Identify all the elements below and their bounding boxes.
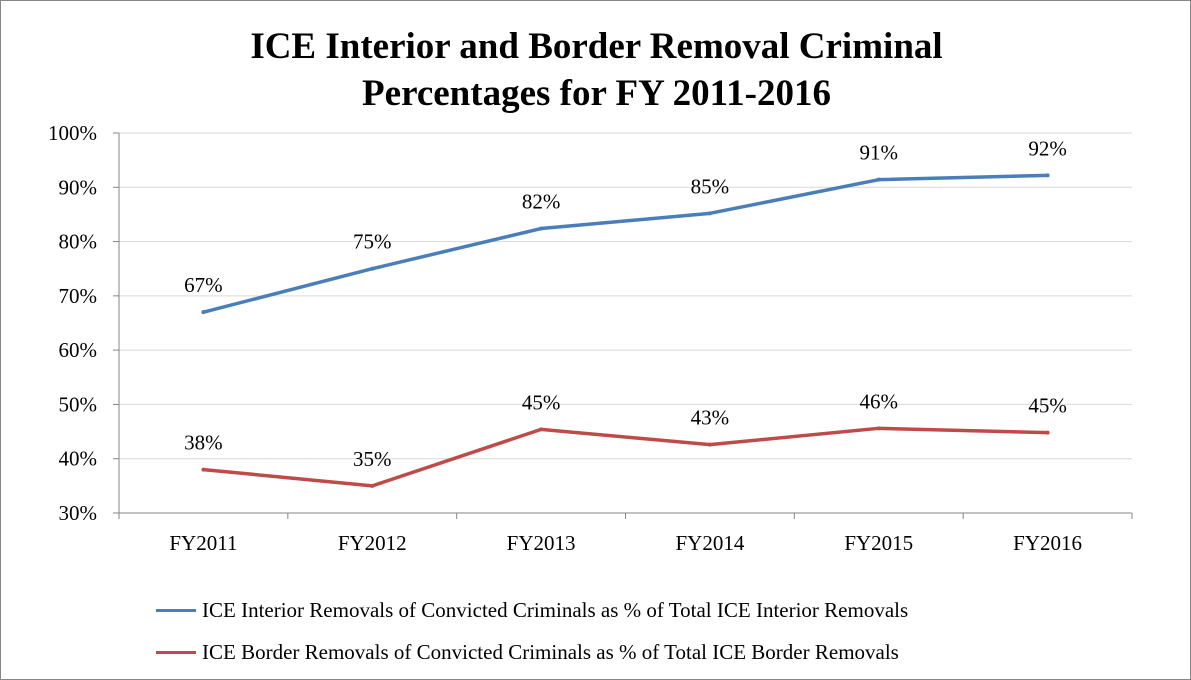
data-label: 75%	[353, 230, 392, 254]
y-tick-label: 30%	[59, 501, 98, 525]
data-label: 82%	[522, 190, 561, 214]
chart-title-line-2: Percentages for FY 2011-2016	[362, 73, 831, 114]
data-label: 45%	[522, 390, 561, 414]
data-label: 43%	[691, 406, 730, 430]
y-tick-label: 40%	[59, 447, 98, 471]
legend-swatch-interior	[156, 608, 196, 612]
data-point	[370, 483, 375, 488]
data-point	[201, 467, 206, 472]
data-label: 92%	[1028, 136, 1067, 160]
data-point	[539, 226, 544, 231]
data-point	[370, 266, 375, 271]
data-label: 67%	[184, 273, 223, 297]
legend-label-border: ICE Border Removals of Convicted Crimina…	[202, 639, 899, 664]
chart-title-line-1: ICE Interior and Border Removal Criminal	[250, 26, 943, 67]
data-point	[876, 426, 881, 431]
data-label: 35%	[353, 447, 392, 471]
y-tick-label: 50%	[59, 392, 98, 416]
data-label: 38%	[184, 431, 223, 455]
y-tick-label: 60%	[59, 338, 98, 362]
x-tick-label: FY2011	[169, 531, 237, 555]
y-tick-label: 90%	[59, 175, 98, 199]
data-label: 46%	[860, 389, 899, 413]
data-label: 85%	[691, 174, 730, 198]
y-tick-label: 100%	[48, 121, 97, 145]
y-tick-label: 80%	[59, 230, 98, 254]
data-point	[1045, 430, 1050, 435]
legend-item-interior: ICE Interior Removals of Convicted Crimi…	[156, 595, 908, 625]
legend-swatch-border	[156, 650, 196, 654]
x-tick-label: FY2015	[844, 531, 913, 555]
series-line-1	[203, 426, 1048, 488]
series-line-0	[202, 173, 1048, 314]
data-point	[876, 177, 881, 182]
x-tick-label: FY2016	[1013, 531, 1082, 555]
x-tick-label: FY2012	[338, 531, 407, 555]
y-tick-label: 70%	[59, 284, 98, 308]
x-tick-label: FY2014	[675, 531, 744, 555]
data-label: 91%	[860, 141, 899, 165]
legend-label-interior: ICE Interior Removals of Convicted Crimi…	[202, 597, 909, 622]
legend-item-border: ICE Border Removals of Convicted Crimina…	[156, 637, 899, 667]
data-label: 45%	[1028, 394, 1067, 418]
data-point	[539, 427, 544, 432]
data-point	[201, 310, 206, 315]
data-point	[707, 442, 712, 447]
chart-title: ICE Interior and Border Removal Criminal…	[1, 23, 1190, 117]
data-point	[707, 211, 712, 216]
x-tick-label: FY2013	[507, 531, 576, 555]
data-point	[1045, 173, 1050, 178]
